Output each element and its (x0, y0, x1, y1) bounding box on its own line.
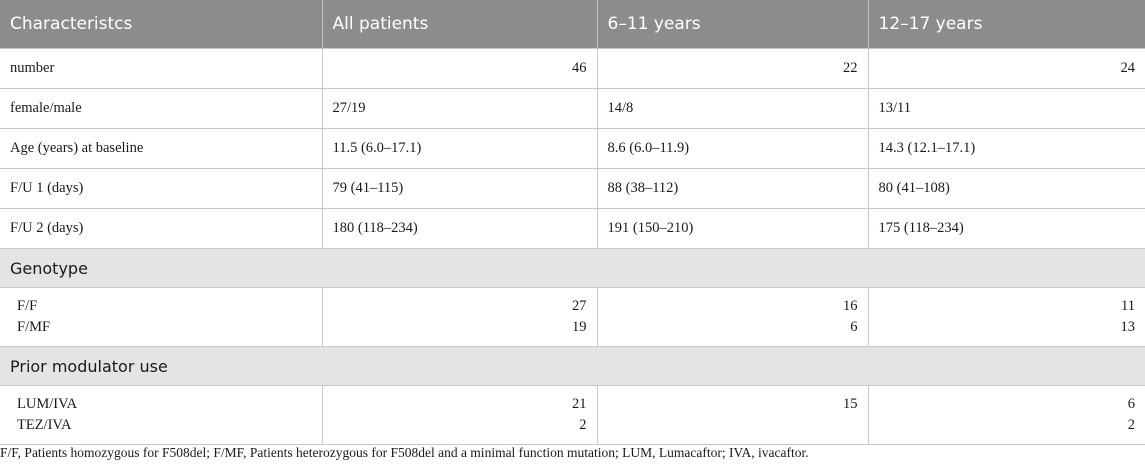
value: 6 (1127, 396, 1135, 412)
row-label: F/MF (17, 319, 51, 335)
table-footnote: F/F, Patients homozygous for F508del; F/… (0, 445, 809, 460)
row-label: female/male (0, 88, 323, 129)
table-row-modulator: LUM/IVA TEZ/IVA 21 2 15 6 2 (0, 385, 1145, 445)
value: 2 (579, 417, 587, 433)
row-label: LUM/IVA (17, 396, 78, 412)
cell-6-11: 16 6 (596, 287, 869, 347)
row-label: F/F (17, 298, 38, 314)
section-prior-modulator-use: Prior modulator use (0, 346, 1145, 386)
value: 16 (843, 298, 858, 314)
cell-6-11: 88 (38–112) (596, 168, 869, 209)
row-label-group: LUM/IVA TEZ/IVA (0, 385, 323, 445)
cell-12-17: 175 (118–234) (867, 208, 1145, 249)
row-label: F/U 1 (days) (0, 168, 323, 209)
table-row-fu2: F/U 2 (days) 180 (118–234) 191 (150–210)… (0, 208, 1145, 249)
header-all-patients: All patients (322, 0, 598, 49)
cell-all: 180 (118–234) (321, 208, 598, 249)
cell-6-11: 22 (596, 48, 869, 89)
table-row-sex: female/male 27/19 14/8 13/11 (0, 88, 1145, 129)
table-row-fu1: F/U 1 (days) 79 (41–115) 88 (38–112) 80 … (0, 168, 1145, 209)
cell-6-11: 191 (150–210) (596, 208, 869, 249)
cell-6-11: 8.6 (6.0–11.9) (596, 128, 869, 169)
cell-6-11: 15 (596, 385, 869, 445)
row-label: F/U 2 (days) (0, 208, 323, 249)
header-characteristics: Characteristcs (0, 0, 323, 49)
value: 19 (572, 319, 587, 335)
row-label: Age (years) at baseline (0, 128, 323, 169)
table-row-age: Age (years) at baseline 11.5 (6.0–17.1) … (0, 128, 1145, 169)
value: 2 (1127, 417, 1135, 433)
cell-12-17: 11 13 (867, 287, 1145, 347)
cell-all: 27/19 (321, 88, 598, 129)
header-6-11-years: 6–11 years (597, 0, 869, 49)
characteristics-table: Characteristcs All patients 6–11 years 1… (0, 0, 1145, 445)
value: 21 (572, 396, 587, 412)
value: 27 (572, 298, 587, 314)
cell-all: 79 (41–115) (321, 168, 598, 209)
row-label: TEZ/IVA (17, 417, 72, 433)
section-title: Genotype (0, 248, 1145, 288)
section-title: Prior modulator use (0, 346, 1145, 386)
value: 13 (1120, 319, 1136, 335)
section-genotype: Genotype (0, 248, 1145, 288)
cell-all: 46 (321, 48, 598, 89)
header-12-17-years: 12–17 years (868, 0, 1145, 49)
row-label-group: F/F F/MF (0, 287, 323, 347)
value: 6 (850, 319, 858, 335)
value (608, 415, 858, 436)
cell-all: 11.5 (6.0–17.1) (321, 128, 598, 169)
cell-all: 21 2 (321, 385, 598, 445)
cell-6-11: 14/8 (596, 88, 869, 129)
cell-all: 27 19 (321, 287, 598, 347)
cell-12-17: 80 (41–108) (867, 168, 1145, 209)
table-row-number: number 46 22 24 (0, 48, 1145, 89)
header-row: Characteristcs All patients 6–11 years 1… (0, 0, 1145, 49)
table-row-genotype: F/F F/MF 27 19 16 6 11 13 (0, 287, 1145, 347)
value: 15 (843, 396, 858, 412)
row-label: number (0, 48, 323, 89)
cell-12-17: 6 2 (867, 385, 1145, 445)
cell-12-17: 14.3 (12.1–17.1) (867, 128, 1145, 169)
cell-12-17: 24 (867, 48, 1145, 89)
cell-12-17: 13/11 (867, 88, 1145, 129)
value: 11 (1121, 298, 1135, 314)
